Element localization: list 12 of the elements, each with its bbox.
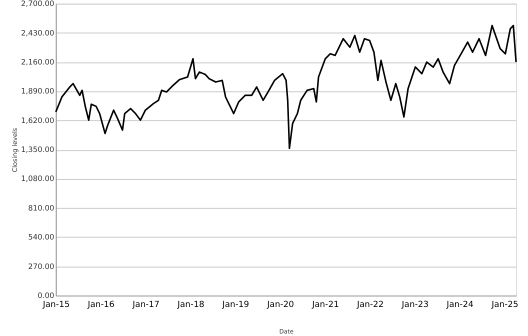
x-tick-label: Jan-25 — [490, 298, 518, 309]
line-series — [54, 24, 517, 150]
x-tick-label: Jan-17 — [132, 298, 160, 309]
x-tick-label: Jan-23 — [400, 298, 429, 309]
x-tick-label: Jan-24 — [446, 298, 474, 309]
x-tick-label: Jan-19 — [221, 298, 250, 309]
x-tick-label: Jan-21 — [311, 298, 339, 309]
x-tick-label: Jan-22 — [356, 298, 384, 309]
x-tick-label: Jan-20 — [266, 298, 294, 309]
x-tick-label: Jan-15 — [42, 298, 70, 309]
x-tick-label: Jan-18 — [176, 298, 204, 309]
x-tick-label: Jan-16 — [86, 298, 115, 309]
